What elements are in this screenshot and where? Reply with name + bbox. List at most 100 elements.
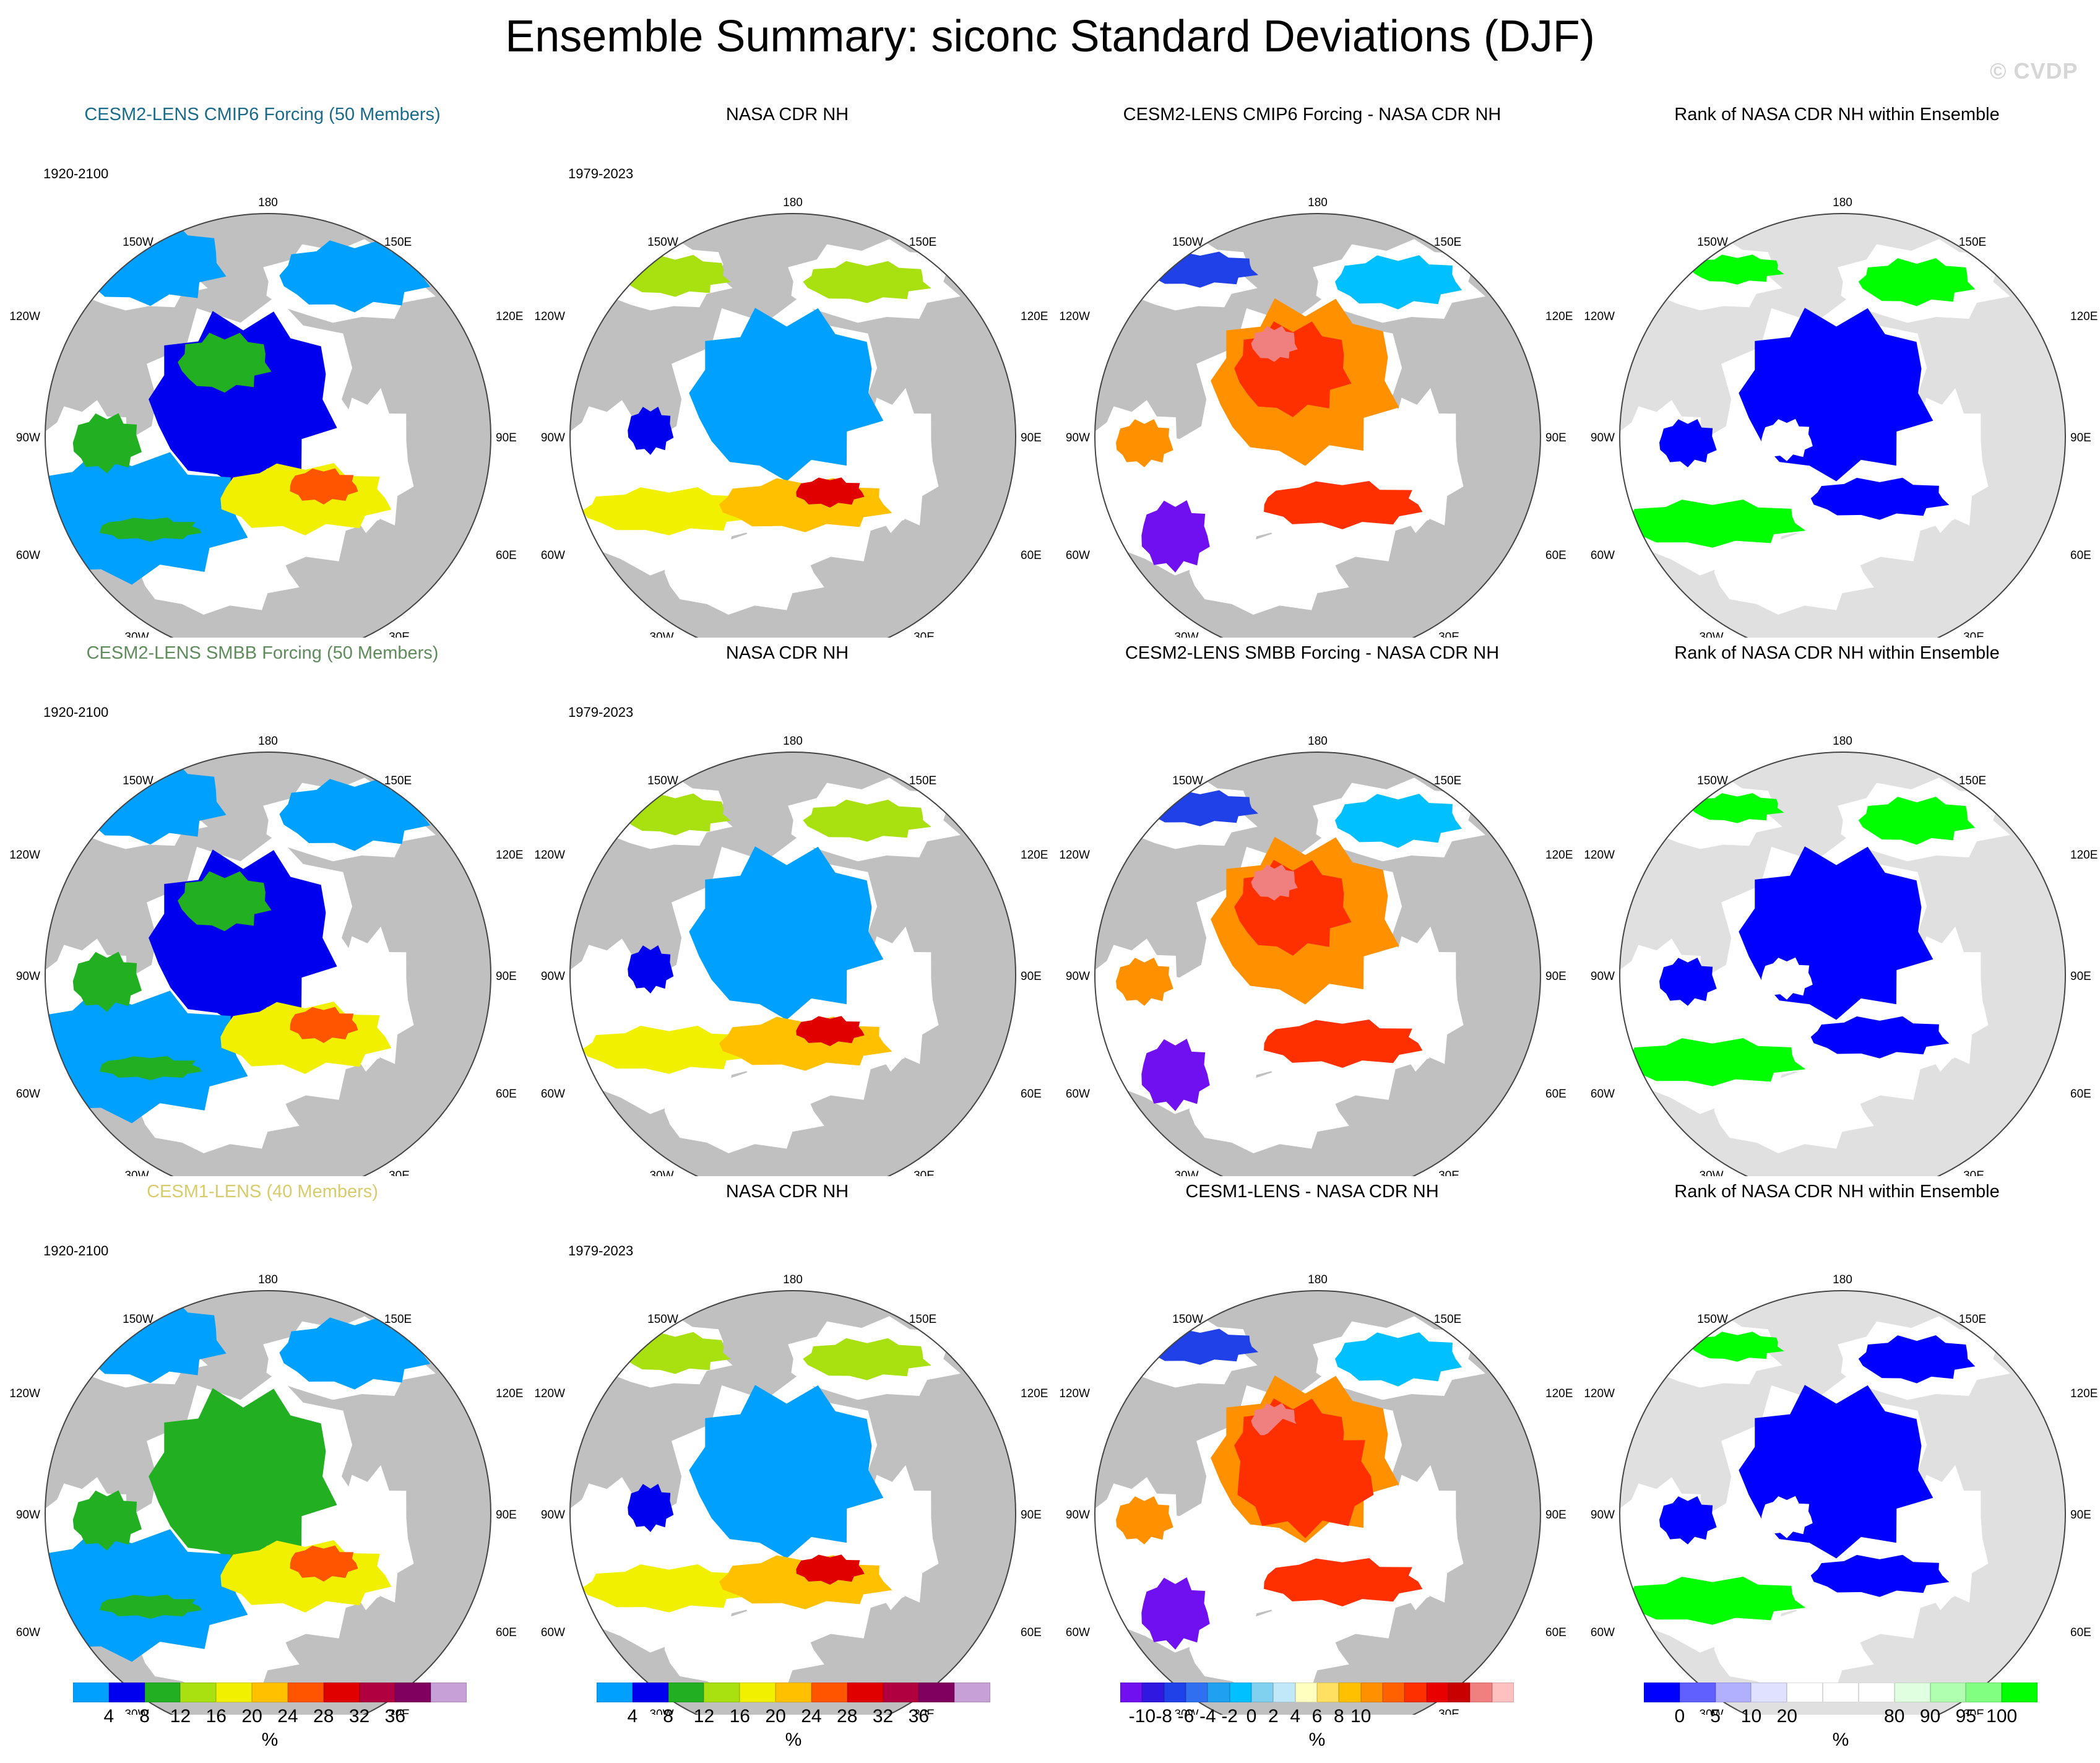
lon-label-60e: 60E [1545, 1626, 1566, 1639]
map-boundary [45, 752, 491, 1176]
colorbar-swatch [668, 1683, 704, 1702]
map-boundary [569, 1290, 1016, 1715]
colorbar-tick-label: 20 [765, 1706, 786, 1726]
colorbar-std: 4 8 12 16 20 24 28 32 36% [597, 1683, 990, 1757]
colorbar-tick-label: 100 [1986, 1706, 2018, 1726]
map-panel: 1800150W150E120W120E90W90E60W60E30W30ENA… [525, 1176, 1050, 1715]
lon-label-180: 180 [1833, 196, 1852, 209]
colorbar-rank: 0 5 10 20 80 90 95 100% [1644, 1683, 2037, 1757]
sea-ice-field [279, 240, 431, 313]
map-boundary [1619, 213, 2066, 638]
colorbar-swatch [1470, 1683, 1492, 1702]
map-boundary [1094, 1290, 1541, 1715]
lon-label-30e: 30E [914, 631, 935, 638]
sea-ice-field [582, 1026, 756, 1074]
sea-ice-field [803, 799, 931, 842]
colorbar-tick-label: 16 [205, 1706, 227, 1726]
colorbar-swatch [1644, 1683, 1680, 1702]
lon-label-120e: 120E [1545, 1387, 1573, 1400]
lon-label-30e: 30E [1963, 1708, 1984, 1715]
lon-label-60w: 60W [541, 549, 565, 562]
map-panel: 1800150W150E120W120E90W90E60W60E30W30ECE… [0, 99, 525, 638]
lon-label-150w: 150W [123, 1313, 153, 1326]
colorbar-swatch [287, 1683, 324, 1702]
colorbar-unit: % [785, 1730, 802, 1750]
lon-label-30e: 30E [389, 1169, 410, 1176]
map-boundary [1094, 752, 1541, 1176]
colorbar-swatch [1251, 1683, 1274, 1702]
lon-label-150w: 150W [647, 774, 678, 787]
lon-label-30e: 30E [1963, 631, 1984, 638]
sea-ice-field [72, 413, 142, 474]
period-label: 1979-2023 [568, 166, 634, 181]
sea-ice-field [1761, 418, 1813, 461]
lon-label-60w: 60W [1066, 1088, 1090, 1101]
sea-ice-field [1810, 477, 1950, 520]
colorbar-swatch [847, 1683, 883, 1702]
colorbar-tick-label: 16 [729, 1706, 750, 1726]
lon-label-90e: 90E [496, 431, 517, 444]
colorbar-swatch [395, 1683, 431, 1702]
lon-label-150e: 150E [384, 236, 412, 249]
panel-title: Rank of NASA CDR NH within Ensemble [1674, 643, 2000, 663]
sea-ice-field [1141, 1039, 1210, 1111]
ocean-region [1714, 530, 1874, 615]
colorbar-swatch [1404, 1683, 1427, 1702]
colorbar-swatch [216, 1683, 253, 1702]
lon-label-30w: 30W [649, 631, 673, 638]
colorbar-swatch [1295, 1683, 1317, 1702]
lon-label-120w: 120W [534, 849, 565, 862]
ocean-region [664, 1607, 824, 1692]
polar-map: 1800150W150E120W120E90W90E60W60E30W30E [1584, 1273, 2098, 1715]
colorbar-tick-label: 80 [1884, 1706, 1905, 1726]
map-panel: 1800150W150E120W120E90W90E60W60E30W30ERa… [1575, 638, 2099, 1176]
lon-label-120e: 120E [1021, 1387, 1048, 1400]
polar-map: 1800150W150E120W120E90W90E60W60E30W30E [9, 735, 523, 1176]
lon-label-150e: 150E [1959, 236, 1986, 249]
colorbar-swatch [1382, 1683, 1405, 1702]
lon-label-90w: 90W [16, 1509, 40, 1522]
colorbar-std: 4 8 12 16 20 24 28 32 36% [73, 1683, 467, 1757]
lon-label-30e: 30E [914, 1708, 935, 1715]
lon-label-30w: 30W [124, 1708, 149, 1715]
sea-ice-field [1620, 500, 1806, 548]
colorbar-swatch [704, 1683, 740, 1702]
lon-label-120w: 120W [9, 849, 40, 862]
map-boundary [1094, 213, 1541, 638]
lon-label-60w: 60W [16, 549, 40, 562]
figure-title: Ensemble Summary: siconc Standard Deviat… [505, 12, 1595, 61]
lon-label-60w: 60W [1591, 1088, 1615, 1101]
polar-map: 1800150W150E120W120E90W90E60W60E30W30E [534, 735, 1048, 1176]
colorbar-unit: % [1308, 1730, 1326, 1750]
period-label: 1979-2023 [568, 1243, 634, 1258]
colorbar-swatch [1185, 1683, 1208, 1702]
sea-ice-field [1141, 500, 1210, 573]
panel-title: NASA CDR NH [725, 105, 849, 124]
sea-ice-field [803, 261, 931, 303]
lon-label-90w: 90W [1591, 1509, 1615, 1522]
lon-label-150e: 150E [1434, 774, 1461, 787]
sea-ice-field [1116, 419, 1173, 467]
lon-label-30w: 30W [649, 1169, 673, 1176]
colorbar-tick-label: 4 [1290, 1706, 1300, 1726]
cvdp-watermark: © CVDP [1990, 58, 2078, 84]
map-panel: 1800150W150E120W120E90W90E60W60E30W30ECE… [1050, 638, 1575, 1176]
lon-label-150w: 150W [1172, 774, 1203, 787]
polar-map: 1800150W150E120W120E90W90E60W60E30W30E [1059, 735, 1573, 1176]
period-label: 1920-2100 [43, 166, 109, 181]
colorbar-swatch [252, 1683, 288, 1702]
colorbar-tick-label: 10 [1350, 1706, 1372, 1726]
colorbar-swatch [1229, 1683, 1251, 1702]
lon-label-60e: 60E [2070, 1626, 2091, 1639]
lon-label-90w: 90W [1066, 431, 1090, 444]
colorbar-tick-label: 2 [1268, 1706, 1279, 1726]
colorbar-tick-label: -6 [1177, 1706, 1195, 1726]
lon-label-90w: 90W [541, 970, 565, 983]
lon-label-120w: 120W [534, 1387, 565, 1400]
map-panel: 1800150W150E120W120E90W90E60W60E30W30ECE… [1050, 1176, 1575, 1715]
sea-ice-field [1251, 326, 1298, 362]
colorbar-swatch [1316, 1683, 1339, 1702]
polar-map: 1800150W150E120W120E90W90E60W60E30W30E [9, 1273, 523, 1715]
lon-label-60e: 60E [1021, 549, 1042, 562]
colorbar-swatch [632, 1683, 668, 1702]
